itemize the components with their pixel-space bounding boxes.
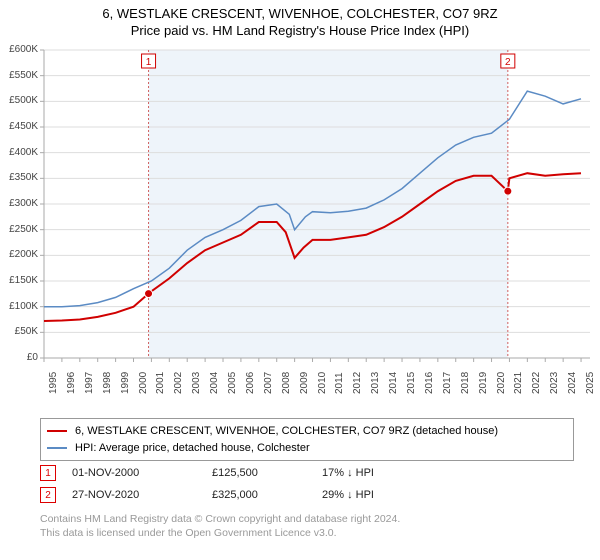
- x-axis-label: 2006: [245, 372, 256, 394]
- chart-area: 12 £0£50K£100K£150K£200K£250K£300K£350K£…: [0, 44, 600, 414]
- sale-marker-1: 1: [40, 465, 56, 481]
- sale-price-2: £325,000: [212, 489, 322, 501]
- y-axis-label: £250K: [0, 224, 38, 235]
- sale-date-1: 01-NOV-2000: [72, 467, 212, 479]
- x-axis-label: 2014: [388, 372, 399, 394]
- y-axis-label: £550K: [0, 70, 38, 81]
- x-axis-label: 1997: [84, 372, 95, 394]
- x-axis-label: 2013: [370, 372, 381, 394]
- x-axis-label: 2008: [281, 372, 292, 394]
- footnote: Contains HM Land Registry data © Crown c…: [40, 512, 400, 540]
- sale-marker-2: 2: [40, 487, 56, 503]
- title-address: 6, WESTLAKE CRESCENT, WIVENHOE, COLCHEST…: [0, 6, 600, 21]
- x-axis-label: 1998: [102, 372, 113, 394]
- legend-swatch-property: [47, 430, 67, 432]
- y-axis-label: £50K: [0, 326, 38, 337]
- legend-label-property: 6, WESTLAKE CRESCENT, WIVENHOE, COLCHEST…: [75, 423, 498, 440]
- y-axis-label: £450K: [0, 121, 38, 132]
- x-axis-label: 2025: [585, 372, 596, 394]
- legend-row-hpi: HPI: Average price, detached house, Colc…: [47, 440, 567, 457]
- x-axis-label: 2011: [334, 372, 345, 394]
- x-axis-label: 2017: [442, 372, 453, 394]
- x-axis-label: 2023: [549, 372, 560, 394]
- sale-diff-2: 29% ↓ HPI: [322, 489, 442, 501]
- sale-diff-1: 17% ↓ HPI: [322, 467, 442, 479]
- y-axis-label: £200K: [0, 249, 38, 260]
- x-axis-label: 2018: [460, 372, 471, 394]
- footnote-line2: This data is licensed under the Open Gov…: [40, 526, 400, 540]
- x-axis-label: 2010: [317, 372, 328, 394]
- title-subtitle: Price paid vs. HM Land Registry's House …: [0, 23, 600, 38]
- x-axis-label: 2000: [138, 372, 149, 394]
- y-axis-label: £150K: [0, 275, 38, 286]
- x-axis-label: 2024: [567, 372, 578, 394]
- y-axis-label: £0: [0, 352, 38, 363]
- svg-text:2: 2: [505, 57, 511, 68]
- footnote-line1: Contains HM Land Registry data © Crown c…: [40, 512, 400, 526]
- legend: 6, WESTLAKE CRESCENT, WIVENHOE, COLCHEST…: [40, 418, 574, 461]
- legend-label-hpi: HPI: Average price, detached house, Colc…: [75, 440, 310, 457]
- sales-row-2: 2 27-NOV-2020 £325,000 29% ↓ HPI: [40, 484, 442, 506]
- x-axis-label: 1999: [120, 372, 131, 394]
- x-axis-label: 2022: [531, 372, 542, 394]
- y-axis-label: £100K: [0, 301, 38, 312]
- x-axis-label: 2003: [191, 372, 202, 394]
- y-axis-label: £600K: [0, 44, 38, 55]
- x-axis-label: 2016: [424, 372, 435, 394]
- x-axis-label: 2012: [352, 372, 363, 394]
- x-axis-label: 2001: [155, 372, 166, 394]
- x-axis-label: 1996: [66, 372, 77, 394]
- y-axis-label: £500K: [0, 95, 38, 106]
- y-axis-label: £300K: [0, 198, 38, 209]
- svg-text:1: 1: [146, 57, 152, 68]
- page-root: 6, WESTLAKE CRESCENT, WIVENHOE, COLCHEST…: [0, 0, 600, 560]
- x-axis-label: 2020: [496, 372, 507, 394]
- x-axis-label: 2009: [299, 372, 310, 394]
- price-chart: 12: [0, 44, 600, 414]
- chart-titles: 6, WESTLAKE CRESCENT, WIVENHOE, COLCHEST…: [0, 0, 600, 38]
- sales-table: 1 01-NOV-2000 £125,500 17% ↓ HPI 2 27-NO…: [40, 462, 442, 506]
- y-axis-label: £350K: [0, 172, 38, 183]
- sale-date-2: 27-NOV-2020: [72, 489, 212, 501]
- x-axis-label: 2019: [478, 372, 489, 394]
- x-axis-label: 2007: [263, 372, 274, 394]
- x-axis-label: 2021: [513, 372, 524, 394]
- x-axis-label: 2005: [227, 372, 238, 394]
- legend-swatch-hpi: [47, 447, 67, 449]
- sales-row-1: 1 01-NOV-2000 £125,500 17% ↓ HPI: [40, 462, 442, 484]
- legend-row-property: 6, WESTLAKE CRESCENT, WIVENHOE, COLCHEST…: [47, 423, 567, 440]
- x-axis-label: 2002: [173, 372, 184, 394]
- sale-price-1: £125,500: [212, 467, 322, 479]
- x-axis-label: 2015: [406, 372, 417, 394]
- y-axis-label: £400K: [0, 147, 38, 158]
- x-axis-label: 1995: [48, 372, 59, 394]
- x-axis-label: 2004: [209, 372, 220, 394]
